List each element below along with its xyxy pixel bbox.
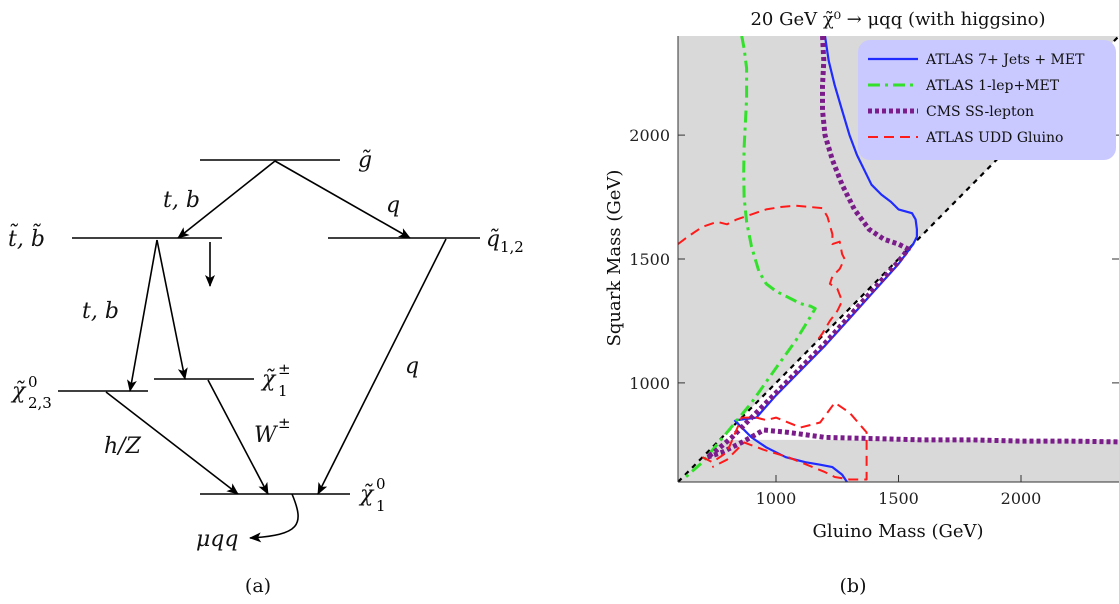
y-axis-title: Squark Mass (GeV) — [604, 170, 625, 347]
legend-label-2: CMS SS-lepton — [926, 104, 1034, 120]
gluino-label: g̃ — [358, 148, 372, 173]
arrow-stop-to-chi023 — [127, 239, 158, 392]
x-tick-label: 2000 — [1001, 489, 1042, 508]
legend: ATLAS 7+ Jets + MET ATLAS 1-lep+MET CMS SS… — [858, 40, 1116, 160]
axis-ticks: 1000 1500 2000 1000 1500 2000 — [629, 126, 1119, 508]
excluded-region-lower — [678, 439, 1119, 482]
x-axis-title: Gluino Mass (GeV) — [812, 521, 983, 542]
muqq-label: μqq — [196, 527, 238, 552]
chi-pm-label: χ̃ ± 1 — [260, 360, 291, 400]
arrow-chipm-to-chi01 — [207, 379, 269, 495]
squark-label: q̃ 1,2 — [486, 227, 524, 256]
svg-text:1: 1 — [376, 497, 386, 515]
chi0-23-label: χ̃ 0 2,3 — [10, 373, 52, 412]
series-line-5 — [678, 204, 846, 344]
legend-label-3: ATLAS UDD Gluino — [925, 130, 1063, 146]
svg-text:W: W — [254, 423, 279, 448]
x-tick-label: 1500 — [878, 489, 919, 508]
svg-text:±: ± — [278, 360, 291, 378]
tb-top-label: t, b — [163, 188, 200, 213]
exclusion-chart: 20 GeV χ̃⁰ → μqq (with higgsino) 1000 150… — [604, 9, 1119, 597]
series-line-6 — [702, 401, 868, 481]
legend-box — [858, 40, 1116, 160]
series-line-1 — [733, 419, 848, 482]
svg-text:±: ± — [278, 414, 291, 432]
y-tick-label: 2000 — [629, 126, 670, 145]
series-line-3 — [705, 36, 911, 460]
svg-text:0: 0 — [376, 475, 386, 493]
series-line-4 — [706, 427, 1119, 460]
arrow-gluino-to-squark — [274, 160, 411, 239]
svg-text:χ̃: χ̃ — [358, 482, 375, 507]
arrow-gluino-to-stop — [177, 160, 276, 239]
series-line-2 — [681, 36, 817, 481]
arrow-squark-to-chi01 — [317, 238, 447, 495]
svg-text:χ̃: χ̃ — [260, 367, 277, 392]
svg-text:1,2: 1,2 — [500, 238, 524, 256]
chi0-1-label: χ̃ 0 1 — [358, 475, 386, 515]
x-tick-label: 1000 — [756, 489, 797, 508]
decay-diagram — [58, 159, 480, 543]
hZ-label: h/Z — [104, 434, 142, 459]
svg-text:0: 0 — [28, 373, 38, 391]
q-top-label: q — [386, 193, 400, 218]
svg-text:q̃: q̃ — [486, 227, 500, 252]
svg-text:χ̃: χ̃ — [10, 379, 27, 404]
legend-label-0: ATLAS 7+ Jets + MET — [925, 52, 1085, 68]
arrow-stop-to-chipm — [156, 239, 188, 380]
legend-label-1: ATLAS 1-lep+MET — [925, 78, 1060, 94]
y-tick-label: 1500 — [629, 250, 670, 269]
svg-text:1: 1 — [278, 382, 288, 400]
tb-mid-label: t, b — [82, 299, 119, 324]
svg-text:2,3: 2,3 — [28, 394, 52, 412]
arrow-chi023-to-chi01 — [105, 391, 239, 495]
caption-b: (b) — [840, 575, 867, 597]
W-label: W ± — [254, 414, 291, 448]
y-tick-label: 1000 — [629, 374, 670, 393]
chart-title: 20 GeV χ̃⁰ → μqq (with higgsino) — [750, 9, 1045, 30]
arrow-chi01-to-muqq — [249, 493, 299, 543]
caption-a: (a) — [245, 575, 271, 597]
stop-sbottom-label: t̃, b̃ — [8, 222, 45, 252]
q-right-label: q — [405, 354, 419, 379]
